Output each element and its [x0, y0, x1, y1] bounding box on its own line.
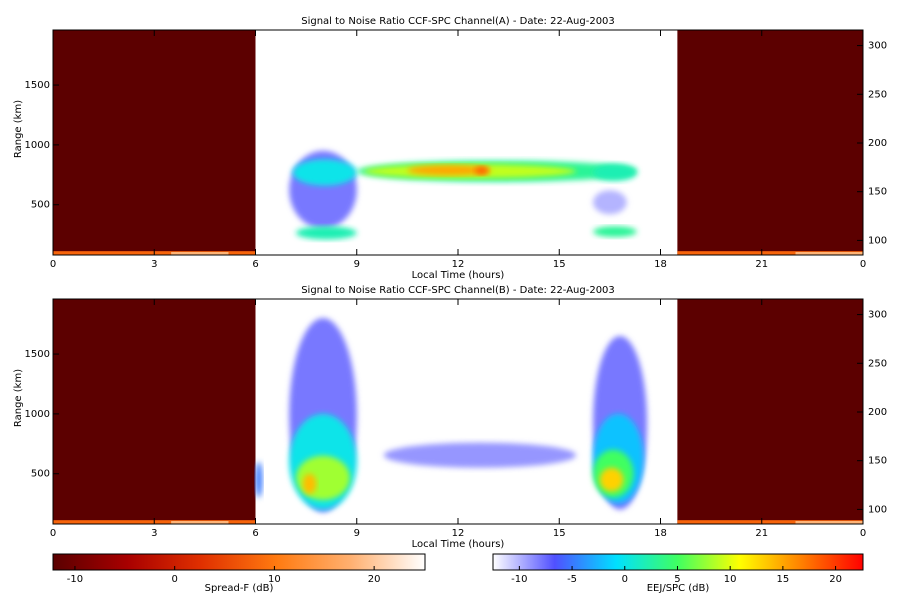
colorbar	[492, 553, 864, 571]
spread-f-cell	[171, 521, 229, 524]
spread-f-cell	[677, 30, 863, 255]
eej-echo	[599, 467, 624, 492]
spread-f-cell	[53, 299, 256, 524]
plot-area	[53, 299, 863, 524]
panel-title: Signal to Noise Ratio CCF-SPC Channel(B)…	[301, 285, 615, 296]
x-tick-label: 6	[252, 528, 258, 539]
plot-area	[53, 30, 863, 255]
eej-echo	[593, 190, 627, 215]
eej-echo	[593, 164, 637, 181]
y-tick-label: 500	[31, 469, 50, 480]
x-tick-label: 0	[860, 528, 866, 539]
y-tick-label: 1500	[25, 349, 50, 360]
x-tick-label: 15	[553, 259, 566, 270]
colorbar-tick-label: 20	[368, 574, 381, 585]
y-tick-label: 1500	[25, 80, 50, 91]
x-tick-label: 12	[452, 528, 465, 539]
colorbar-tick-label: 0	[171, 574, 177, 585]
y-axis-label: Range (km)	[13, 100, 24, 158]
colorbar-tick-label: 20	[829, 574, 842, 585]
colorbar-tick-label: -10	[67, 574, 83, 585]
colorbar-tick-label: -10	[511, 574, 527, 585]
y-tick-label: 500	[31, 200, 50, 211]
y-axis-label: Range (km)	[13, 369, 24, 427]
spread-f-cell	[795, 252, 863, 255]
spread-f-cell	[53, 30, 256, 255]
colorbar-tick-label: 5	[674, 574, 680, 585]
x-tick-label: 9	[354, 259, 360, 270]
eej-echo	[474, 166, 489, 175]
x-tick-label: 18	[654, 259, 667, 270]
y2-tick-label: 100	[868, 504, 887, 515]
colorbar-tick-label: 10	[724, 574, 737, 585]
y2-tick-label: 100	[868, 235, 887, 246]
x-tick-label: 21	[755, 528, 768, 539]
spread-f-cell	[677, 520, 863, 524]
x-axis-label: Local Time (hours)	[412, 270, 505, 281]
colorbar-tick-label: -5	[567, 574, 577, 585]
x-tick-label: 12	[452, 259, 465, 270]
y2-tick-label: 150	[868, 187, 887, 198]
x-tick-label: 9	[354, 528, 360, 539]
y2-tick-label: 300	[868, 310, 887, 321]
eej-echo	[302, 473, 317, 495]
x-tick-label: 3	[151, 259, 157, 270]
eej-echo	[593, 226, 637, 238]
x-axis-label: Local Time (hours)	[412, 539, 505, 550]
y2-tick-label: 200	[868, 138, 887, 149]
eej-echo	[407, 165, 492, 176]
spread-f-cell	[677, 299, 863, 524]
y2-tick-label: 300	[868, 41, 887, 52]
y2-tick-label: 150	[868, 456, 887, 467]
colorbar-tick-label: 10	[268, 574, 281, 585]
x-tick-label: 3	[151, 528, 157, 539]
colorbar-label: EEJ/SPC (dB)	[647, 583, 710, 594]
colorbar-tick-label: 15	[777, 574, 790, 585]
spread-f-cell	[795, 521, 863, 524]
y2-tick-label: 200	[868, 407, 887, 418]
panel-title: Signal to Noise Ratio CCF-SPC Channel(A)…	[301, 16, 615, 27]
colorbar-tick-label: 0	[622, 574, 628, 585]
y-tick-label: 1000	[25, 140, 50, 151]
eej-echo	[296, 226, 357, 240]
spread-f-cell	[171, 252, 229, 255]
x-tick-label: 6	[252, 259, 258, 270]
eej-echo	[292, 159, 357, 186]
eej-echo	[255, 461, 263, 498]
y2-tick-label: 250	[868, 358, 887, 369]
x-tick-label: 15	[553, 528, 566, 539]
eej-echo	[383, 442, 577, 468]
x-tick-label: 0	[860, 259, 866, 270]
x-tick-label: 0	[50, 528, 56, 539]
colorbar	[52, 553, 426, 571]
x-tick-label: 0	[50, 259, 56, 270]
x-tick-label: 21	[755, 259, 768, 270]
spread-f-cell	[677, 251, 863, 255]
colorbar-label: Spread-F (dB)	[205, 583, 274, 594]
y-tick-label: 1000	[25, 409, 50, 420]
y2-tick-label: 250	[868, 89, 887, 100]
x-tick-label: 18	[654, 528, 667, 539]
